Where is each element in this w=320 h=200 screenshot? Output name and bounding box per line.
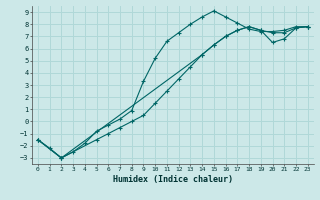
X-axis label: Humidex (Indice chaleur): Humidex (Indice chaleur) — [113, 175, 233, 184]
